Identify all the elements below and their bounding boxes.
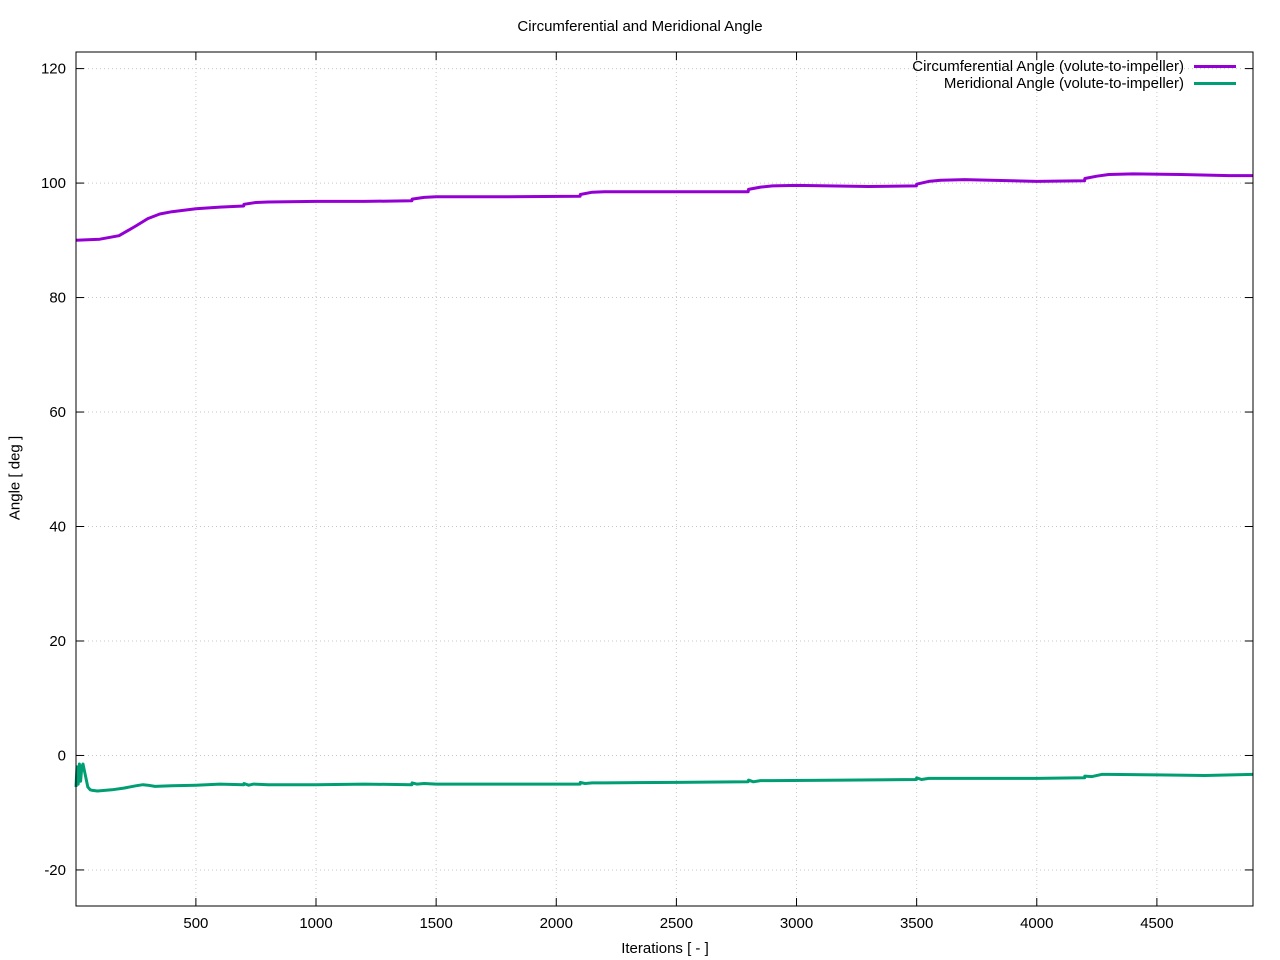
x-tick-label: 2000 <box>540 915 573 932</box>
legend-label-circumferential: Circumferential Angle (volute-to-impelle… <box>912 58 1184 75</box>
series-lines <box>74 172 1254 793</box>
chart-title: Circumferential and Meridional Angle <box>517 18 763 35</box>
tick-labels: 500 1000 1500 2000 2500 3000 3500 4000 4500 -20 0 2… <box>41 61 1174 932</box>
x-tick-label: 3000 <box>780 915 813 932</box>
x-axis-label: Iterations [ - ] <box>621 940 709 957</box>
x-tick-label: 1500 <box>419 915 452 932</box>
legend-label-meridional: Meridional Angle (volute-to-impeller) <box>943 75 1184 92</box>
x-tick-label: 2500 <box>660 915 693 932</box>
y-axis-label: Angle [ deg ] <box>6 435 24 521</box>
x-tick-label: 4500 <box>1140 915 1173 932</box>
y-tick-label: 100 <box>41 175 66 192</box>
y-tick-label: 40 <box>49 519 66 536</box>
plot-border <box>75 51 1254 907</box>
x-tick-label: 1000 <box>299 915 332 932</box>
x-tick-label: 500 <box>183 915 208 932</box>
legend: Circumferential Angle (volute-to-impelle… <box>912 58 1236 92</box>
y-tick-label: 0 <box>58 747 66 764</box>
x-tick-label: 4000 <box>1020 915 1053 932</box>
legend-swatch-circumferential <box>1194 65 1236 68</box>
legend-item-circumferential: Circumferential Angle (volute-to-impelle… <box>912 58 1236 75</box>
series-line-0 <box>75 172 1253 242</box>
y-tick-label: 120 <box>41 61 66 78</box>
legend-item-meridional: Meridional Angle (volute-to-impeller) <box>912 75 1236 92</box>
y-tick-label: 20 <box>49 633 66 650</box>
y-tick-label: 80 <box>49 290 66 307</box>
y-tick-label: 60 <box>49 404 66 421</box>
legend-swatch-meridional <box>1194 82 1236 85</box>
series-line-1 <box>74 762 1254 793</box>
x-tick-label: 3500 <box>900 915 933 932</box>
grid-lines <box>76 52 1253 906</box>
axis-ticks <box>76 52 1253 906</box>
y-tick-label: -20 <box>44 862 66 879</box>
